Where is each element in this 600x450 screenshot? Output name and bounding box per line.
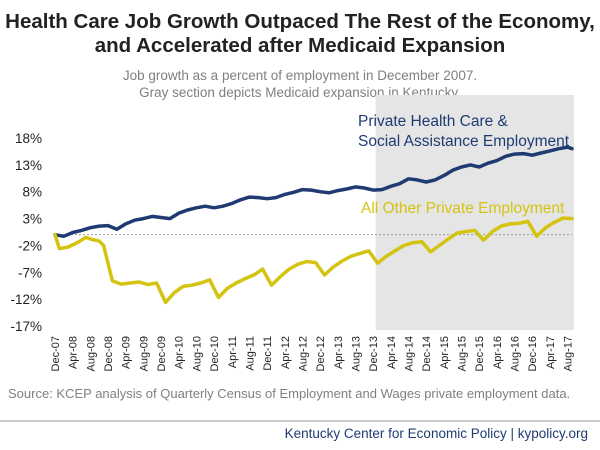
subtitle-line-1: Job growth as a percent of employment in… — [122, 68, 478, 83]
series-label-health-line-1: Private Health Care & — [358, 113, 509, 130]
y-tick-label: 18% — [15, 131, 42, 146]
y-tick-label: 8% — [22, 185, 42, 200]
x-tick-label: Aug-15 — [457, 336, 469, 371]
x-tick-label: Dec-15 — [474, 336, 486, 371]
x-tick-label: Aug-17 — [563, 336, 575, 371]
x-tick-label: Aug-13 — [350, 336, 362, 371]
x-tick-label: Apr-09 — [121, 336, 133, 369]
x-tick-label: Aug-09 — [138, 336, 150, 371]
x-tick-label: Apr-16 — [492, 336, 504, 369]
x-tick-label: Aug-11 — [244, 336, 256, 371]
x-tick-label: Dec-12 — [315, 336, 327, 371]
source-note: Source: KCEP analysis of Quarterly Censu… — [8, 386, 571, 401]
x-tick-label: Apr-17 — [545, 336, 557, 369]
footer-divider — [0, 420, 600, 422]
x-tick-label: Apr-15 — [439, 336, 451, 369]
x-tick-label: Dec-08 — [103, 336, 115, 371]
x-tick-label: Dec-14 — [421, 336, 433, 371]
y-tick-label: -2% — [18, 238, 42, 253]
y-tick-label: 3% — [22, 212, 42, 227]
chart-title: Health Care Job Growth Outpaced The Rest… — [5, 10, 595, 57]
x-tick-label: Apr-08 — [68, 336, 80, 369]
y-tick-label: -17% — [10, 319, 42, 334]
x-tick-label: Apr-13 — [333, 336, 345, 369]
x-tick-label: Apr-11 — [227, 336, 239, 368]
shaded-region-layer — [375, 95, 574, 330]
x-tick-label: Apr-12 — [280, 336, 292, 369]
y-tick-label: 13% — [15, 158, 42, 173]
x-tick-label: Aug-08 — [85, 336, 97, 371]
x-tick-label: Aug-10 — [191, 336, 203, 371]
y-tick-label: -12% — [10, 292, 42, 307]
x-axis-tick-labels: Dec-07 Apr-08 Aug-08 Dec-08 Apr-09 Aug-09 Dec-… — [50, 336, 575, 371]
x-tick-label: Dec-09 — [156, 336, 168, 371]
series-label-health-line-2: Social Assistance Employment — [358, 133, 570, 150]
x-tick-label: Dec-13 — [368, 336, 380, 371]
series-labels: Private Health Care & Social Assistance … — [358, 113, 570, 217]
y-tick-label: -7% — [18, 265, 42, 280]
series-line-health-care — [53, 145, 574, 239]
x-tick-label: Dec-11 — [262, 336, 274, 371]
x-tick-label: Aug-16 — [510, 336, 522, 371]
x-tick-label: Aug-12 — [297, 336, 309, 371]
series-lines — [53, 145, 574, 305]
x-tick-label: Dec-07 — [50, 336, 62, 371]
footer-credit: Kentucky Center for Economic Policy | ky… — [284, 426, 588, 441]
x-tick-label: Aug-14 — [404, 336, 416, 371]
series-label-other: All Other Private Employment — [361, 200, 565, 217]
x-tick-label: Dec-10 — [209, 336, 221, 371]
x-tick-label: Dec-16 — [527, 336, 539, 371]
x-tick-label: Apr-14 — [386, 336, 398, 369]
y-axis-tick-labels: 18% 13% 8% 3% -2% -7% -12% -17% — [10, 131, 42, 334]
medicaid-expansion-shade — [375, 95, 574, 330]
series-line-all-other — [53, 216, 574, 305]
x-tick-label: Apr-10 — [174, 336, 186, 369]
